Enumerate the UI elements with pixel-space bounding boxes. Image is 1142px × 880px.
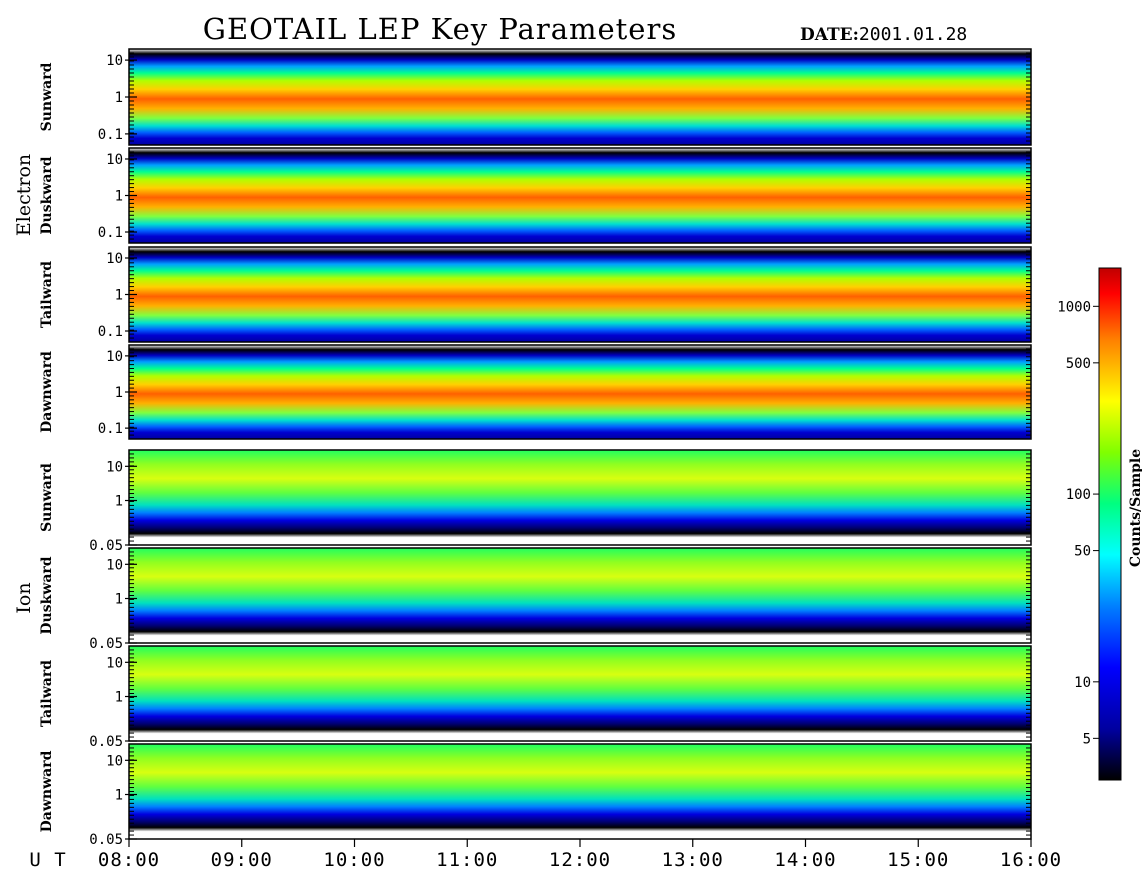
y-tick-label: 10: [106, 251, 123, 267]
y-tick-label: 10: [106, 655, 123, 671]
y-tick-label: 10: [106, 459, 123, 475]
y-tick-label: 0.1: [98, 324, 123, 340]
colorbar-tick-label: 50: [1074, 544, 1091, 560]
x-axis-label: U T: [29, 849, 66, 871]
y-tick-label: 1: [115, 90, 123, 106]
x-tick-label: 14:00: [774, 849, 836, 871]
panel-label: Tailward: [39, 660, 55, 727]
group-label-electron: Electron: [13, 154, 35, 236]
x-tick-label: 11:00: [436, 849, 498, 871]
y-tick-label: 0.1: [98, 421, 123, 437]
panel-label: Sunward: [39, 463, 55, 532]
x-tick-label: 08:00: [98, 849, 160, 871]
panel-spectrum: [129, 646, 1031, 741]
y-tick-label: 10: [106, 349, 123, 365]
panel-label: Dawnward: [39, 750, 55, 832]
x-tick-label: 09:00: [211, 849, 273, 871]
y-tick-label: 0.1: [98, 127, 123, 143]
y-tick-label: 10: [106, 53, 123, 69]
colorbar-tick-label: 100: [1066, 487, 1091, 503]
y-tick-label: 1: [115, 494, 123, 510]
y-tick-label: 1: [115, 385, 123, 401]
colorbar-gradient: [1098, 267, 1122, 781]
panel-spectrum: [129, 148, 1031, 243]
y-tick-label: 1: [115, 788, 123, 804]
panel-spectrum: [129, 49, 1031, 145]
colorbar-label: Counts/Sample: [1128, 449, 1142, 567]
y-tick-label: 0.05: [89, 538, 123, 554]
chart-title: GEOTAIL LEP Key Parameters: [203, 12, 677, 46]
panel-label: Sunward: [39, 62, 55, 131]
x-tick-label: 16:00: [1000, 849, 1062, 871]
panel-ion-duskward: 10 1 0.05 Duskward: [39, 547, 1032, 652]
y-tick-label: 0.05: [89, 636, 123, 652]
y-tick-label: 10: [106, 152, 123, 168]
y-tick-label: 1: [115, 592, 123, 608]
panel-spectrum: [129, 345, 1031, 439]
colorbar-tick-label: 10: [1074, 675, 1091, 691]
spectrogram-panels: 10 1 0.1 Sunward 10 1 0.1 Duskward 10 1 0.1 Tailwar…: [39, 48, 1032, 848]
panel-electron-sunward: 10 1 0.1 Sunward: [39, 48, 1032, 146]
x-tick-label: 15:00: [887, 849, 949, 871]
panel-label: Duskward: [39, 156, 55, 234]
y-tick-label: 10: [106, 753, 123, 769]
panel-label: Dawnward: [39, 351, 55, 433]
y-tick-label: 0.05: [89, 832, 123, 848]
panel-label: Duskward: [39, 556, 55, 634]
date-label: DATE:: [800, 25, 859, 45]
panel-spectrum: [129, 548, 1031, 643]
x-axis: U T 08:00 09:00 10:00 11:00 12:00 13:00 14:00 1…: [29, 839, 1062, 871]
panel-ion-sunward: 10 1 0.05 Sunward: [39, 449, 1032, 554]
y-tick-label: 1: [115, 189, 123, 205]
panel-electron-dawnward: 10 1 0.1 Dawnward: [39, 344, 1032, 440]
date-value: 2001.01.28: [859, 24, 967, 45]
y-tick-label: 10: [106, 557, 123, 573]
date-stamp: DATE:2001.01.28: [800, 24, 967, 45]
colorbar-tick-label: 5: [1083, 731, 1091, 747]
panel-electron-tailward: 10 1 0.1 Tailward: [39, 246, 1032, 343]
y-tick-label: 1: [115, 288, 123, 304]
colorbar-tick-label: 500: [1066, 356, 1091, 372]
colorbar-tick-label: 1000: [1057, 299, 1091, 315]
panel-spectrum: [129, 247, 1031, 342]
x-tick-label: 12:00: [549, 849, 611, 871]
colorbar: Counts/Sample 1000 500 100 50 10 5: [1057, 267, 1142, 781]
panel-label: Tailward: [39, 261, 55, 328]
x-tick-label: 10:00: [323, 849, 385, 871]
x-tick-label: 13:00: [662, 849, 724, 871]
panel-electron-duskward: 10 1 0.1 Duskward: [39, 147, 1032, 244]
panel-spectrum: [129, 744, 1031, 839]
panel-ion-tailward: 10 1 0.05 Tailward: [39, 645, 1032, 750]
panel-ion-dawnward: 10 1 0.05 Dawnward: [39, 743, 1032, 848]
panel-spectrum: [129, 450, 1031, 545]
y-tick-label: 1: [115, 690, 123, 706]
group-label-ion: Ion: [13, 582, 35, 613]
y-tick-label: 0.1: [98, 225, 123, 241]
y-tick-label: 0.05: [89, 734, 123, 750]
